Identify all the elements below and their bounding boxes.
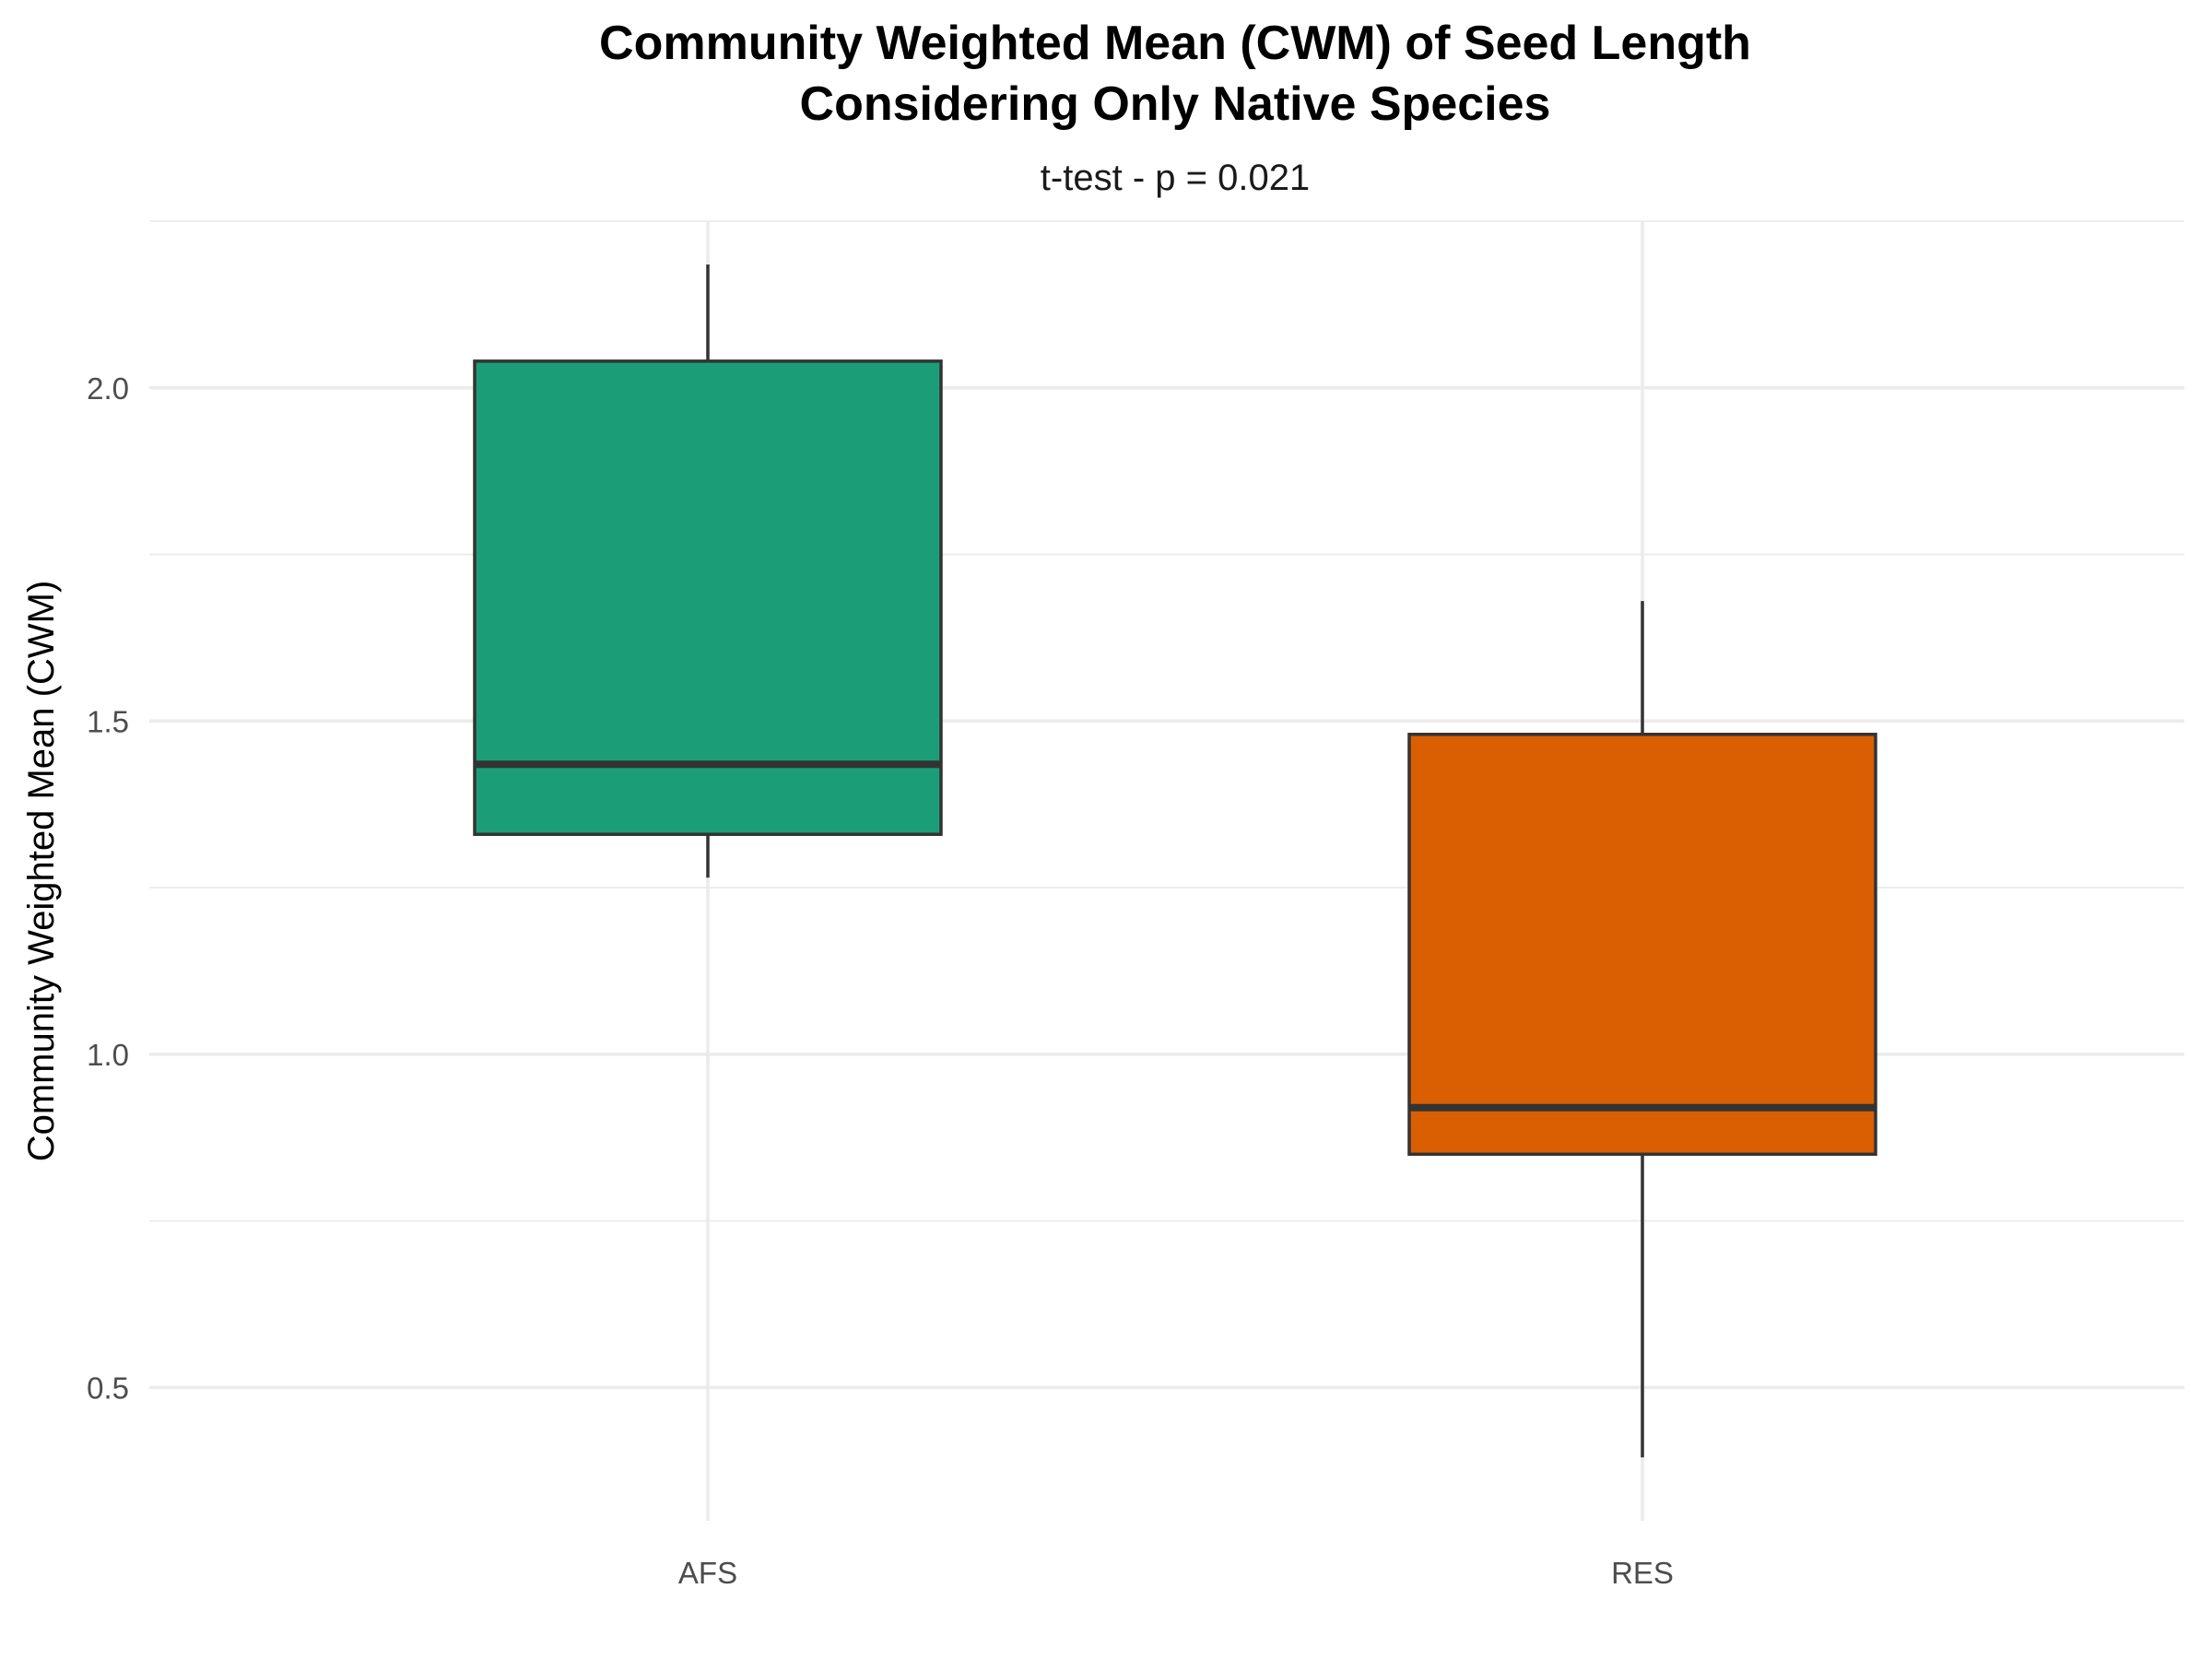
- boxplot-res: [1407, 601, 1877, 1458]
- y-axis-ticks: 0.5 1.0 1.5 2.0: [87, 371, 129, 1406]
- y-axis-title: Community Weighted Mean (CWM): [21, 581, 62, 1162]
- boxplots: [473, 265, 1877, 1458]
- y-tick-label: 1.5: [87, 704, 129, 738]
- y-tick-label: 2.0: [87, 371, 129, 406]
- chart-title-line-1: Community Weighted Mean (CWM) of Seed Le…: [599, 17, 1751, 70]
- box-iqr: [1407, 733, 1877, 1157]
- boxplot-afs: [473, 265, 943, 878]
- x-tick-label: RES: [1611, 1556, 1674, 1590]
- y-tick-label: 0.5: [87, 1371, 129, 1405]
- x-axis-ticks: AFS RES: [678, 1556, 1674, 1590]
- x-tick-label: AFS: [678, 1556, 737, 1590]
- chart-subtitle: t-test - p = 0.021: [1041, 158, 1310, 198]
- y-tick-label: 1.0: [87, 1038, 129, 1072]
- box-iqr: [473, 359, 943, 836]
- chart-title-line-2: Considering Only Native Species: [800, 77, 1551, 131]
